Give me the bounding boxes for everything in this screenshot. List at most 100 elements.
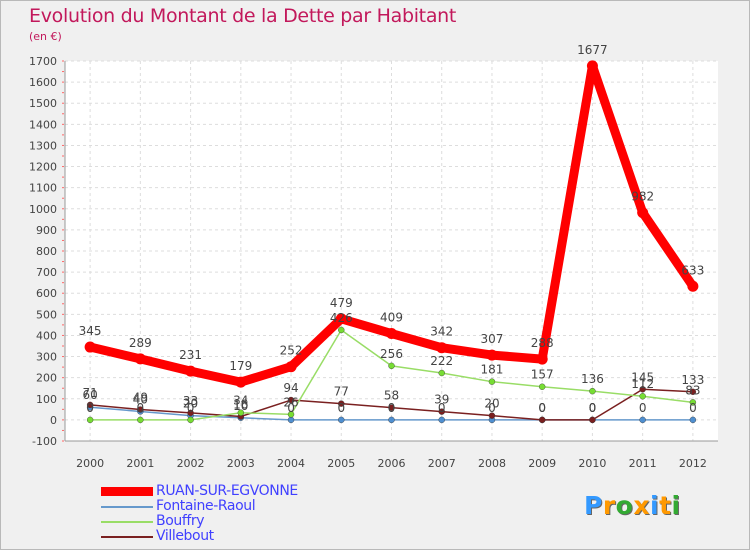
x-tick-label: 2001: [126, 457, 154, 470]
data-label: 0: [337, 401, 345, 415]
data-point: [287, 396, 295, 404]
data-point: [134, 353, 146, 365]
data-point: [488, 378, 496, 385]
data-label: 633: [681, 263, 704, 277]
data-point: [137, 416, 144, 424]
data-point: [338, 400, 345, 407]
data-point: [586, 60, 598, 72]
logo-letter: x: [633, 491, 650, 520]
data-label: 426: [330, 311, 353, 325]
data-point: [689, 388, 697, 396]
y-tick-label: 1600: [29, 76, 57, 89]
data-label: 0: [538, 401, 546, 415]
y-tick-label: 600: [36, 287, 57, 300]
data-label: 94: [283, 381, 298, 395]
data-point: [386, 328, 397, 340]
data-label: 256: [380, 347, 403, 361]
y-tick-label: 1000: [29, 203, 57, 216]
legend-swatch: [101, 505, 153, 508]
data-point: [438, 408, 445, 415]
data-point: [86, 401, 94, 409]
data-label: 342: [430, 325, 453, 339]
x-tick-label: 2003: [227, 457, 255, 470]
data-label: 39: [434, 393, 449, 407]
y-tick-label: -100: [32, 435, 57, 448]
data-label: 179: [229, 359, 252, 373]
data-label: 1677: [577, 43, 608, 57]
data-label: 20: [183, 397, 198, 411]
data-label: 40: [133, 392, 148, 406]
legend-swatch: [101, 535, 153, 538]
data-label: 112: [631, 377, 654, 391]
data-point: [637, 207, 649, 219]
data-point: [436, 342, 448, 354]
legend-label: Bouffry: [156, 513, 205, 529]
x-tick-label: 2009: [528, 457, 556, 470]
y-tick-label: 1200: [29, 161, 57, 174]
data-label: 60: [82, 388, 97, 402]
data-point: [438, 416, 445, 424]
data-point: [689, 416, 697, 424]
data-point: [84, 341, 96, 353]
data-point: [488, 412, 496, 419]
logo-letter: r: [602, 491, 616, 520]
data-point: [639, 393, 646, 400]
data-label: 0: [488, 401, 496, 415]
y-tick-label: 100: [36, 393, 57, 406]
x-tick-label: 2008: [478, 457, 506, 470]
chart-title: Evolution du Montant de la Dette par Hab…: [29, 5, 457, 27]
y-tick-label: 1700: [29, 55, 57, 68]
x-tick-label: 2004: [277, 457, 305, 470]
data-label: 10: [233, 399, 248, 413]
data-label: 133: [681, 373, 704, 387]
y-tick-label: 500: [36, 308, 57, 321]
data-label: 0: [287, 401, 295, 415]
data-point: [536, 353, 548, 365]
y-tick-label: 900: [36, 224, 57, 237]
x-tick-label: 2012: [679, 457, 707, 470]
data-point: [335, 313, 347, 325]
y-tick-label: 0: [50, 414, 57, 427]
data-label: 34: [233, 394, 248, 408]
data-point: [237, 409, 245, 416]
data-label: 479: [330, 296, 353, 310]
data-label: 26: [283, 395, 298, 409]
data-label: 136: [581, 372, 604, 386]
y-tick-label: 400: [36, 329, 57, 342]
data-label: 20: [484, 397, 499, 411]
data-point: [589, 416, 596, 424]
y-tick-label: 800: [36, 245, 57, 258]
data-point: [137, 406, 144, 413]
data-label: 58: [384, 389, 399, 403]
data-point: [589, 387, 596, 395]
data-point: [388, 362, 395, 370]
data-label: 0: [438, 401, 446, 415]
y-tick-label: 700: [36, 266, 57, 279]
data-point: [486, 349, 498, 361]
data-point: [388, 416, 395, 424]
data-label: 0: [639, 401, 647, 415]
data-point: [285, 361, 297, 373]
data-label: 231: [179, 348, 202, 362]
logo-letter: P: [584, 491, 603, 520]
y-tick-label: 200: [36, 372, 57, 385]
data-label: 0: [589, 401, 597, 415]
data-label: 252: [280, 344, 303, 358]
data-label: 0: [86, 401, 94, 415]
data-label: 0: [187, 401, 195, 415]
y-tick-label: 1400: [29, 118, 57, 131]
data-label: 289: [129, 336, 152, 350]
data-point: [687, 280, 699, 292]
data-point: [438, 369, 445, 377]
data-point: [639, 386, 646, 393]
data-label: 345: [79, 324, 102, 338]
x-tick-label: 2006: [378, 457, 406, 470]
data-label: 77: [334, 385, 349, 399]
legend-label: RUAN-SUR-EGVONNE: [156, 483, 298, 499]
data-point: [287, 411, 295, 418]
data-label: 0: [137, 401, 145, 415]
logo-letter: i: [650, 491, 660, 520]
x-tick-label: 2011: [629, 457, 657, 470]
